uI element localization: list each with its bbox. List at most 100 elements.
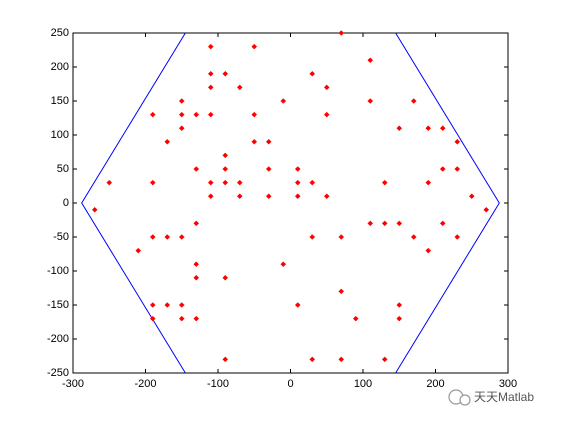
point: [439, 220, 446, 227]
point: [265, 166, 272, 172]
point: [338, 288, 345, 295]
watermark-icon: [448, 389, 471, 406]
point: [309, 356, 316, 363]
y-tick-label: 200: [51, 61, 69, 73]
y-tick-label: -250: [47, 367, 69, 379]
point: [222, 70, 229, 77]
x-tick-label: -200: [134, 378, 156, 390]
point: [178, 234, 185, 240]
x-tick-label: 100: [354, 378, 372, 390]
point: [367, 98, 374, 104]
point: [91, 206, 98, 213]
point: [149, 315, 156, 322]
point: [439, 125, 446, 132]
point: [439, 166, 446, 172]
point: [265, 138, 272, 145]
point: [396, 302, 403, 308]
point: [207, 179, 214, 186]
point: [352, 315, 359, 322]
point: [396, 220, 403, 227]
y-tick-label: 250: [51, 27, 69, 39]
point: [178, 125, 185, 132]
x-tick-label: 300: [499, 378, 517, 390]
point: [381, 220, 388, 227]
point: [294, 166, 301, 172]
point: [338, 234, 345, 240]
point: [468, 193, 475, 200]
point: [410, 98, 417, 104]
y-tick-label: -200: [47, 333, 69, 345]
watermark: 天天Matlab: [474, 390, 534, 404]
point: [222, 166, 229, 172]
point: [236, 193, 243, 200]
y-tick-label: -50: [53, 231, 69, 243]
point: [236, 179, 243, 186]
point: [207, 111, 214, 118]
point: [193, 261, 200, 268]
point: [425, 247, 432, 254]
point: [323, 84, 330, 91]
point: [396, 315, 403, 322]
point: [323, 111, 330, 118]
point: [425, 179, 432, 186]
y-tick-label: 100: [51, 129, 69, 141]
point: [207, 84, 214, 91]
point: [425, 125, 432, 132]
point: [367, 57, 374, 64]
point: [149, 302, 156, 308]
x-tick-label: -100: [207, 378, 229, 390]
point: [193, 220, 200, 227]
point: [265, 193, 272, 200]
point: [193, 274, 200, 281]
point: [236, 84, 243, 91]
point: [309, 179, 316, 186]
point: [396, 125, 403, 132]
point: [106, 179, 113, 186]
point: [222, 356, 229, 363]
point: [164, 234, 171, 240]
point: [135, 247, 142, 254]
y-tick-label: -150: [47, 299, 69, 311]
y-tick-label: 50: [57, 163, 69, 175]
point: [178, 315, 185, 322]
point: [381, 179, 388, 186]
point: [207, 43, 214, 50]
point: [164, 302, 171, 308]
point: [294, 302, 301, 308]
y-tick-label: 0: [63, 197, 69, 209]
point: [178, 98, 185, 104]
point: [338, 30, 345, 36]
x-tick-label: 200: [426, 378, 444, 390]
point: [193, 166, 200, 172]
y-tick-label: 150: [51, 95, 69, 107]
point: [251, 43, 258, 50]
point: [294, 179, 301, 186]
point: [294, 193, 301, 200]
point: [381, 356, 388, 363]
point: [280, 98, 287, 104]
point: [454, 166, 461, 172]
point: [454, 138, 461, 145]
x-tick-label: 0: [287, 378, 293, 390]
x-tick-label: -300: [62, 378, 84, 390]
point: [193, 111, 200, 118]
point: [149, 179, 156, 186]
point: [251, 111, 258, 118]
point: [483, 206, 490, 213]
point: [222, 179, 229, 186]
plot-area: [72, 32, 509, 374]
point: [193, 315, 200, 322]
point: [222, 274, 229, 281]
point: [338, 356, 345, 363]
point: [454, 234, 461, 240]
point: [323, 193, 330, 200]
point: [149, 234, 156, 240]
point: [164, 138, 171, 145]
point: [367, 220, 374, 227]
point: [251, 138, 258, 145]
point: [280, 261, 287, 268]
point: [207, 70, 214, 77]
point: [309, 234, 316, 240]
